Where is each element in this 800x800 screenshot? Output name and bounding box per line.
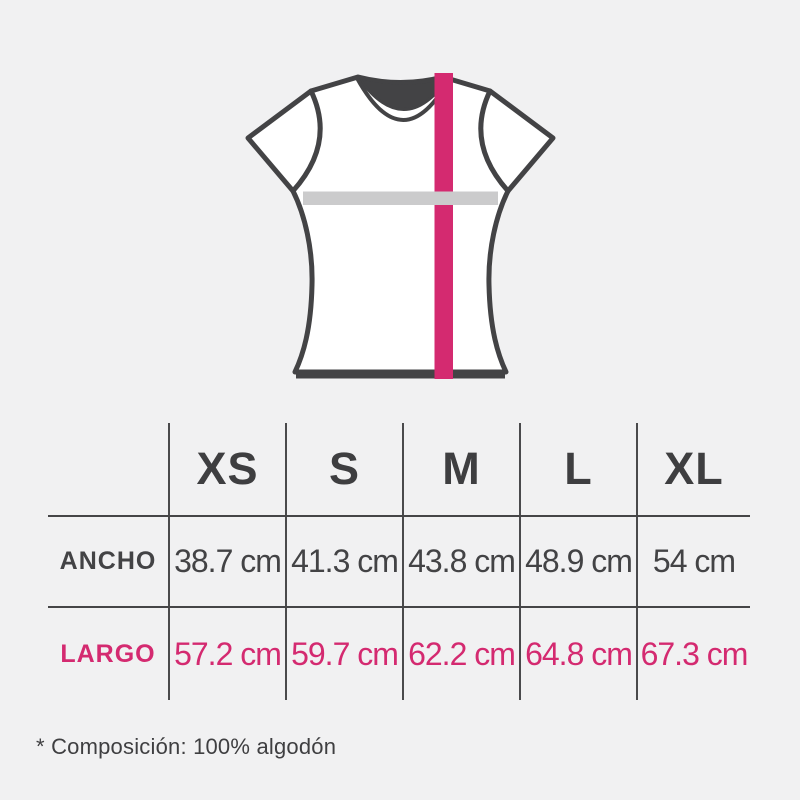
tshirt-diagram xyxy=(245,73,556,379)
cell-largo-xl: 67.3 cm xyxy=(640,635,749,672)
table-column-line xyxy=(636,423,638,700)
cell-largo-s: 59.7 cm xyxy=(291,635,399,672)
size-header-l: L xyxy=(564,443,593,494)
composition-footnote: * Composición: 100% algodón xyxy=(36,734,337,759)
cell-largo-l: 64.8 cm xyxy=(525,635,633,672)
size-header-m: M xyxy=(442,443,481,494)
cell-ancho-l: 48.9 cm xyxy=(525,543,633,579)
table-column-line xyxy=(168,423,170,700)
size-header-s: S xyxy=(328,443,360,494)
cell-ancho-xl: 54 cm xyxy=(652,543,736,579)
table-column-line xyxy=(519,423,521,700)
tshirt-sleeve-right xyxy=(478,88,556,194)
cell-ancho-xs: 38.7 cm xyxy=(174,543,282,579)
cell-ancho-s: 41.3 cm xyxy=(291,543,399,579)
cell-largo-m: 62.2 cm xyxy=(408,635,516,672)
table-row-line xyxy=(48,606,750,608)
size-header-xs: XS xyxy=(196,443,259,494)
table-column-line xyxy=(285,423,287,700)
length-band xyxy=(434,73,453,379)
row-label-ancho: ANCHO xyxy=(59,547,157,575)
cell-ancho-m: 43.8 cm xyxy=(408,543,516,579)
row-label-largo: LARGO xyxy=(60,639,156,668)
cell-largo-xs: 57.2 cm xyxy=(174,635,282,672)
table-column-line xyxy=(402,423,404,700)
width-band xyxy=(303,191,498,205)
tshirt-sleeve-left xyxy=(245,88,323,194)
size-header-xl: XL xyxy=(664,443,724,494)
table-row-line xyxy=(48,515,750,517)
